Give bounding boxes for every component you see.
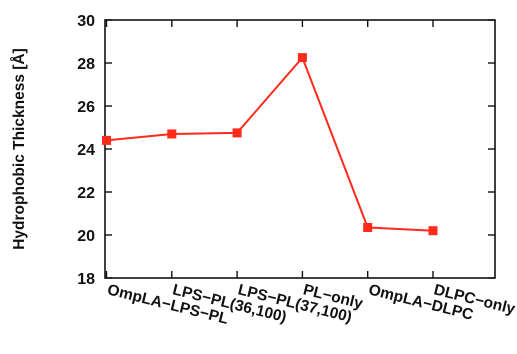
series-line	[106, 55, 434, 232]
labels-layer: 18202224262830OmpLA−LPS−PLLPS−PL(36,100)…	[11, 13, 517, 328]
data-point	[102, 135, 111, 145]
y-tick-label: 28	[77, 56, 95, 73]
data-point	[167, 129, 177, 139]
y-tick-label: 20	[77, 228, 95, 245]
data-point	[428, 226, 438, 236]
axes	[104, 19, 496, 279]
y-axis-label: Hydrophobic Thickness [Å]	[11, 48, 28, 250]
data-point	[232, 128, 242, 138]
data-point	[297, 53, 307, 63]
series-layer	[102, 53, 438, 236]
y-tick-label: 26	[77, 99, 95, 116]
data-point	[363, 222, 373, 232]
y-tick-label: 18	[77, 271, 95, 288]
y-tick-label: 30	[77, 13, 95, 30]
y-tick-label: 22	[77, 185, 95, 202]
y-tick-label: 24	[77, 142, 95, 159]
